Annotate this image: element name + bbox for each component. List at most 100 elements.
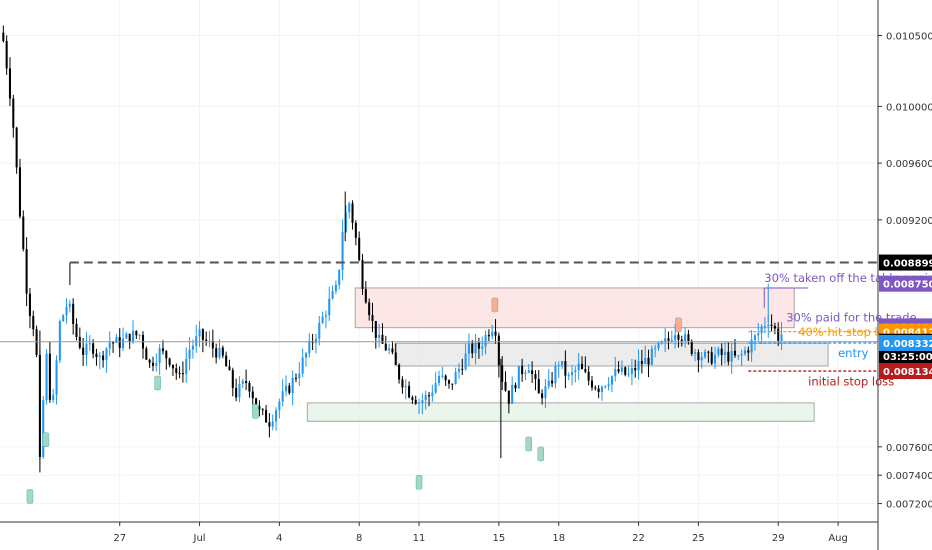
candle-body [28,293,31,317]
candle-body [231,370,234,389]
candle-body [517,365,520,389]
candle-body [391,348,394,353]
candle-body [195,336,198,346]
candle-body [324,315,327,317]
x-tick-label: 29 [772,533,785,544]
price-tag-box [879,363,932,380]
candle-body [481,346,484,349]
price-tag-label: 0.008332 [883,339,932,350]
candle-body [52,394,55,400]
candle-body [188,349,191,359]
candle-body [647,357,650,365]
candle-body [394,352,397,365]
candle-body [564,361,567,376]
candle-body [747,350,750,353]
candles [2,25,783,473]
zone-box [306,402,815,422]
candle-body [398,364,401,380]
candle-body [424,395,427,401]
candle-body [314,338,317,343]
candle-body [664,338,667,342]
candle-body [740,353,743,356]
candle-body [301,357,304,374]
y-tick-label: 0.010000 [886,102,932,113]
candle-body [753,335,756,340]
candle-body [25,249,28,294]
candle-body [597,388,600,392]
signal-marker [42,432,50,447]
candle-body [341,232,344,270]
signal-marker [154,375,161,391]
candle-body [707,351,710,353]
candle-body [634,368,637,371]
candle-body [594,387,597,389]
candle-body [600,386,603,392]
candle-body [245,380,248,383]
candle-body [275,410,278,422]
candle-body [251,391,254,399]
candle-body [78,336,81,348]
candle-body [351,203,354,223]
candle-body [58,321,61,361]
candle-body [497,335,500,366]
candle-body [241,380,244,384]
candle-body [135,331,138,336]
candle-body [461,368,464,370]
candle-body [757,333,760,336]
candle-body [557,365,560,367]
candle-body [620,367,623,372]
candle-body [717,348,720,355]
candle-body [537,378,540,394]
candle-body [148,359,151,363]
candle-body [88,343,91,345]
candle-body [384,343,387,351]
candle-body [191,345,194,350]
candle-body [85,343,88,355]
candle-body [82,347,85,355]
signal-marker [675,317,682,333]
candle-body [567,375,570,377]
candle-body [348,203,351,213]
candle-body [617,369,620,372]
candle-body [225,355,228,367]
candle-body [361,260,364,290]
candle-body [265,409,268,423]
candle-body [175,368,178,373]
candle-body [780,334,783,341]
candle-body [151,362,155,366]
y-tick-labels: 0.010500 0.010000 0.009600 0.009200 0.007600… [878,31,932,511]
candle-body [48,353,51,400]
candle-body [574,370,577,373]
candle-body [165,351,168,359]
x-tick-label: Jul [193,533,206,544]
candle-body [298,373,301,379]
candle-body [654,348,657,350]
candle-body [185,358,188,375]
candle-body [401,379,404,388]
candle-body [364,289,367,303]
candle-body [670,339,673,341]
candle-body [321,316,324,323]
candle-body [491,331,494,337]
candle-body [467,343,470,354]
price-tag-label: 0.008899 [883,259,932,270]
x-tick-label: Aug [828,533,848,544]
candle-body [640,360,643,365]
y-tick-label: 0.007200 [886,500,932,511]
candle-body [378,334,381,338]
candle-body [773,326,776,329]
candle-body [105,348,108,361]
candle-body [75,323,78,337]
candle-body [454,371,457,385]
x-tick-label: 8 [356,533,362,544]
candle-body [381,334,384,344]
candle-body [408,385,411,398]
candle-body [235,388,238,398]
candle-body [255,398,258,407]
candle-body [45,353,48,401]
price-tag-label: 03:25:00 [883,352,932,363]
candle-body [371,315,374,321]
candle-body [770,324,773,327]
